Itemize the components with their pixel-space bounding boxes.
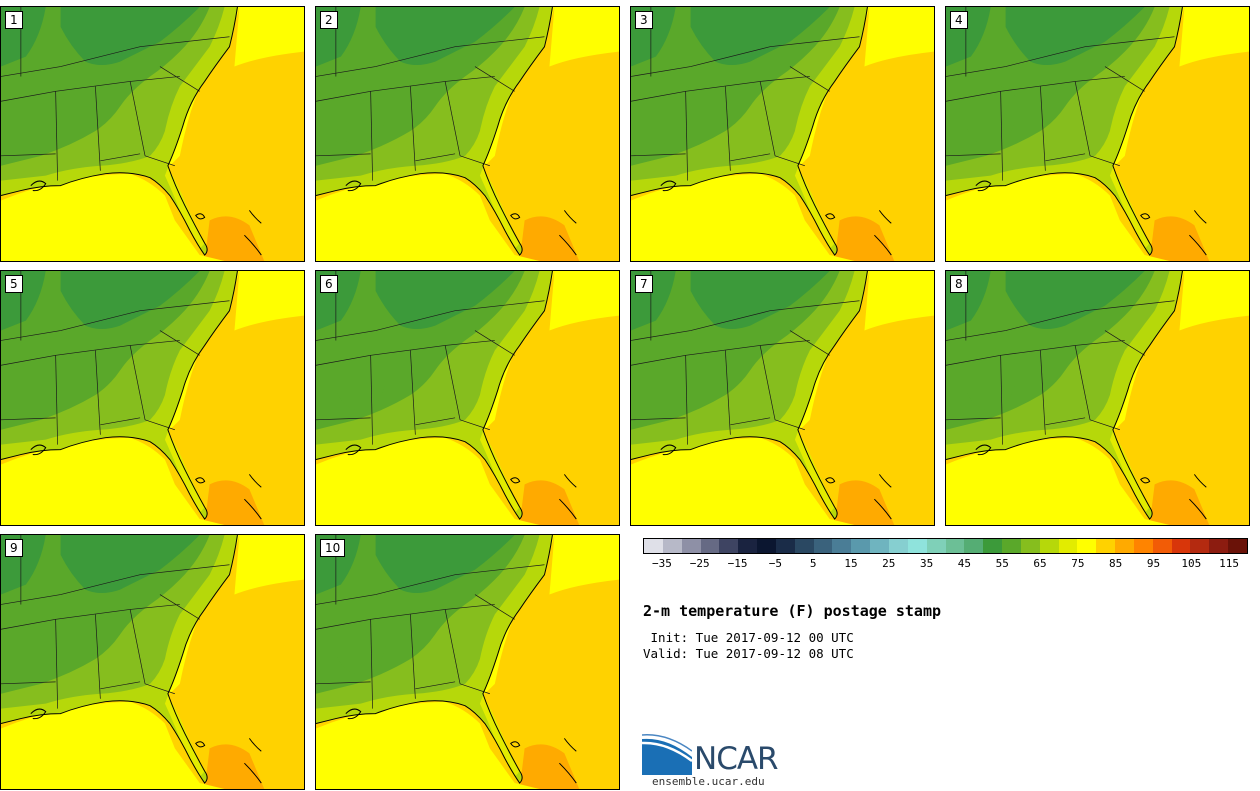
colorbar-swatch <box>1077 539 1097 553</box>
member-label-9: 9 <box>5 539 23 557</box>
member-label-2: 2 <box>320 11 338 29</box>
colorbar-tick-label: 15 <box>844 557 858 570</box>
colorbar-swatch <box>1209 539 1229 553</box>
colorbar-swatch <box>1152 539 1172 553</box>
colorbar-tick-label: −25 <box>689 557 710 570</box>
colorbar-tick-label: 65 <box>1033 557 1047 570</box>
colorbar-tick-label: −5 <box>768 557 782 570</box>
colorbar-tick-label: 85 <box>1109 557 1123 570</box>
colorbar-swatch <box>983 539 1003 553</box>
colorbar-swatch <box>681 539 701 553</box>
member-label-5: 5 <box>5 275 23 293</box>
colorbar-swatch <box>1096 539 1116 553</box>
colorbar-tick-label: −35 <box>651 557 672 570</box>
member-label-7: 7 <box>635 275 653 293</box>
chart-title: 2-m temperature (F) postage stamp <box>643 602 942 620</box>
temperature-colorbar <box>643 538 1248 554</box>
colorbar-tick-labels: −35 −25 −15 −5 5 15 25 35 45 55 65 75 85 95 105 115 <box>643 557 1248 571</box>
colorbar-swatch <box>1020 539 1040 553</box>
member-label-10: 10 <box>320 539 346 557</box>
colorbar-swatch <box>888 539 908 553</box>
init-time: Init: Tue 2017-09-12 00 UTC <box>643 630 854 645</box>
colorbar-tick-label: 45 <box>957 557 972 570</box>
colorbar-swatch <box>870 539 889 553</box>
colorbar-tick-label: 25 <box>882 557 896 570</box>
colorbar-tick-label: 5 <box>809 557 817 570</box>
colorbar-swatch <box>662 539 682 553</box>
map-panel-9: 9 <box>0 534 305 790</box>
colorbar-swatch <box>757 539 776 553</box>
member-label-8: 8 <box>950 275 968 293</box>
valid-time: Valid: Tue 2017-09-12 08 UTC <box>643 646 854 661</box>
colorbar-swatch <box>719 539 739 553</box>
map-panel-6: 6 <box>315 270 620 526</box>
colorbar-swatch <box>907 539 927 553</box>
logo-name: NCAR <box>694 741 779 777</box>
member-label-6: 6 <box>320 275 338 293</box>
colorbar-tick-label: 75 <box>1071 557 1085 570</box>
colorbar-swatch <box>851 539 871 553</box>
colorbar-swatch <box>794 539 814 553</box>
colorbar-tick-label: −15 <box>727 557 748 570</box>
colorbar-swatch <box>1228 539 1247 553</box>
colorbar-swatch <box>1171 539 1191 553</box>
map-panel-8: 8 <box>945 270 1250 526</box>
colorbar-swatch <box>1190 539 1210 553</box>
member-label-4: 4 <box>950 11 968 29</box>
colorbar-swatch <box>813 539 833 553</box>
colorbar-swatch <box>926 539 946 553</box>
map-panel-1: 1 <box>0 6 305 262</box>
colorbar-swatch <box>775 539 795 553</box>
member-label-3: 3 <box>635 11 653 29</box>
colorbar-swatch <box>738 539 758 553</box>
colorbar-swatch <box>832 539 852 553</box>
ncar-swoosh-icon <box>642 734 692 775</box>
logo-url: ensemble.ucar.edu <box>652 775 765 788</box>
ncar-logo: NCAR ensemble.ucar.edu <box>642 733 792 788</box>
colorbar-tick-label: 95 <box>1146 557 1161 570</box>
map-panel-3: 3 <box>630 6 935 262</box>
colorbar-swatch <box>1115 539 1134 553</box>
map-panel-10: 10 <box>315 534 620 790</box>
map-panel-4: 4 <box>945 6 1250 262</box>
colorbar-swatch <box>644 539 663 553</box>
map-panel-5: 5 <box>0 270 305 526</box>
colorbar-swatch <box>1039 539 1059 553</box>
colorbar-swatch <box>964 539 984 553</box>
map-panel-7: 7 <box>630 270 935 526</box>
colorbar-swatch <box>700 539 720 553</box>
member-label-1: 1 <box>5 11 23 29</box>
colorbar-tick-label: 35 <box>919 557 934 570</box>
map-panel-2: 2 <box>315 6 620 262</box>
colorbar-tick-label: 115 <box>1219 557 1240 570</box>
colorbar-swatch <box>1058 539 1078 553</box>
colorbar-swatch <box>1133 539 1153 553</box>
colorbar-tick-label: 55 <box>995 557 1009 570</box>
colorbar-swatch <box>1002 539 1021 553</box>
colorbar-tick-label: 105 <box>1181 557 1202 570</box>
colorbar-swatch <box>945 539 965 553</box>
